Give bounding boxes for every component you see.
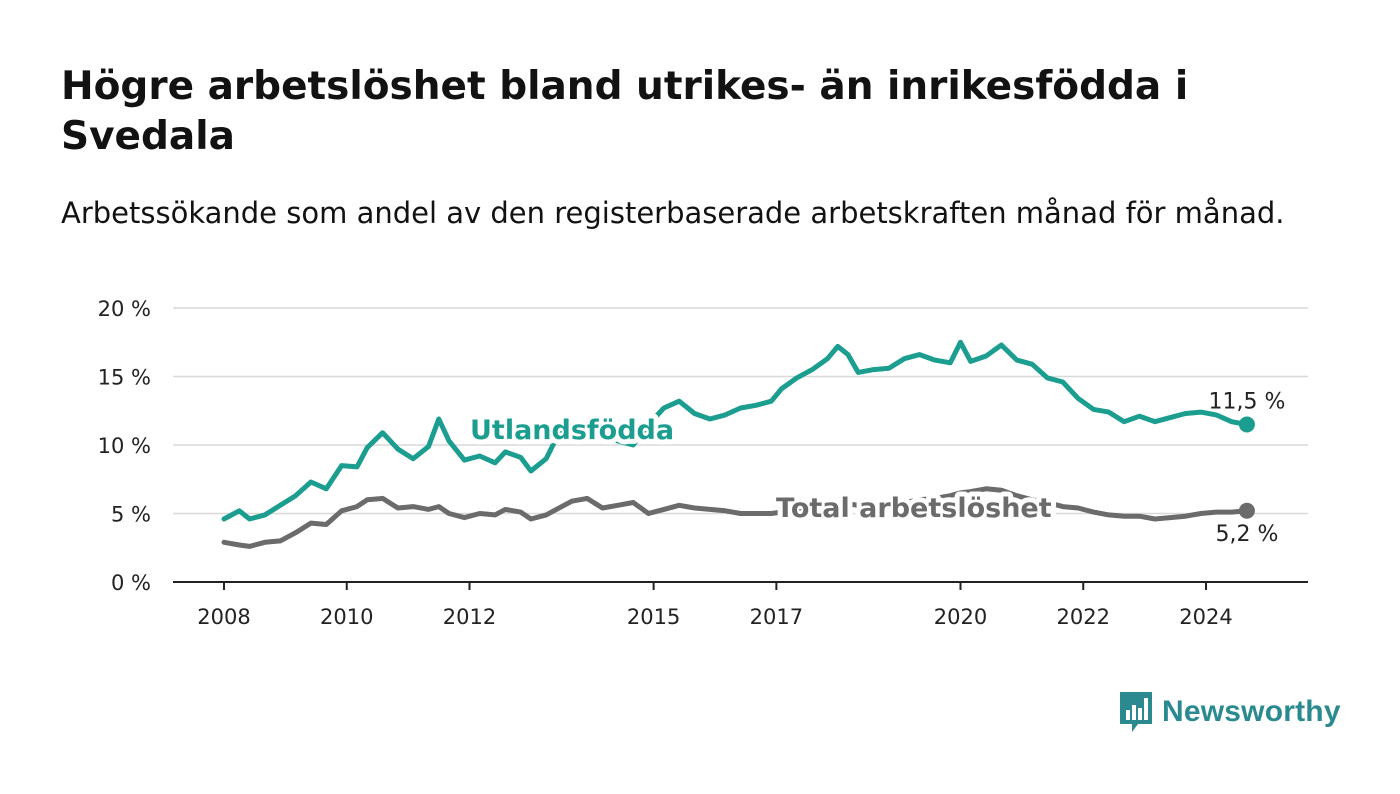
y-tick-label: 15 % bbox=[98, 366, 151, 390]
x-tick-label: 2020 bbox=[934, 605, 987, 629]
x-tick-label: 2024 bbox=[1179, 605, 1232, 629]
end-point-total bbox=[1238, 502, 1255, 519]
x-axis-ticks: 2008 2010 2012 2015 2017 2020 2022 2024 bbox=[197, 582, 1233, 629]
newsworthy-logo-icon bbox=[1120, 692, 1152, 732]
x-tick-label: 2010 bbox=[320, 605, 373, 629]
chart-title: Högre arbetslöshet bland utrikes- än inr… bbox=[61, 64, 1189, 159]
end-label-total: 5,2 % bbox=[1215, 522, 1278, 547]
x-tick-label: 2015 bbox=[627, 605, 680, 629]
series-label-utlandsfodda: Utlandsfödda bbox=[470, 415, 674, 446]
y-tick-label: 20 % bbox=[98, 297, 151, 321]
series-line-utlandsfodda bbox=[221, 339, 1250, 522]
y-axis-ticks: 0 % 5 % 10 % 15 % 20 % bbox=[98, 297, 151, 595]
x-tick-label: 2008 bbox=[197, 605, 250, 629]
end-point-utlandsfodda bbox=[1238, 416, 1255, 433]
y-tick-label: 5 % bbox=[111, 503, 151, 527]
series-label-total: Total arbetslöshet bbox=[776, 493, 1052, 524]
series-lines bbox=[221, 339, 1255, 549]
series-label-total-halo: Total arbetslöshet bbox=[776, 493, 1052, 524]
x-tick-label: 2017 bbox=[750, 605, 803, 629]
x-tick-label: 2012 bbox=[443, 605, 496, 629]
end-label-utlandsfodda: 11,5 % bbox=[1208, 389, 1285, 414]
gridlines bbox=[173, 307, 1308, 583]
chart-subtitle: Arbetssökande som andel av den registerb… bbox=[61, 196, 1285, 230]
x-tick-label: 2022 bbox=[1057, 605, 1110, 629]
brand-name: Newsworthy bbox=[1162, 695, 1341, 728]
y-tick-label: 0 % bbox=[111, 571, 151, 595]
series-line-total bbox=[221, 486, 1250, 549]
y-tick-label: 10 % bbox=[98, 434, 151, 458]
series-label-utlandsfodda-halo: Utlandsfödda bbox=[470, 415, 674, 446]
brand[interactable]: Newsworthy bbox=[1118, 690, 1341, 734]
